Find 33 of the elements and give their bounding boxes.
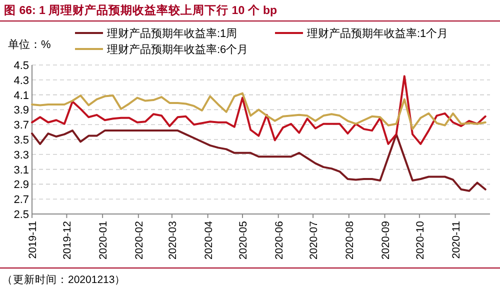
y-tick-label: 2.9 <box>14 179 29 192</box>
legend-label: 理财产品预期年收益率:1个月 <box>307 27 448 40</box>
x-tick-label: 2019-11 <box>27 220 39 259</box>
line-series <box>31 92 486 130</box>
x-tick-label: 2020-04 <box>202 220 215 260</box>
y-tick-label: 3.1 <box>14 164 29 176</box>
x-tick-label: 2020-06 <box>273 220 286 260</box>
legend-label: 理财产品预期年收益率:6个月 <box>107 43 248 56</box>
x-tick-label: 2020-10 <box>414 220 426 260</box>
y-tick-label: 2.7 <box>14 194 29 206</box>
x-tick-label: 2020-11 <box>450 220 462 259</box>
y-tick-label: 3.7 <box>14 120 29 132</box>
x-tick-label: 2020-07 <box>308 220 320 260</box>
x-tick-label: 2020-03 <box>166 220 179 260</box>
y-tick-label: 4.1 <box>14 90 29 102</box>
y-tick-label: 4.5 <box>14 60 29 72</box>
text: （更新时间：20201213） <box>2 273 126 286</box>
y-tick-label: 3.5 <box>14 134 29 146</box>
x-tick-label: 2020-02 <box>133 220 146 260</box>
y-tick-label: 3.9 <box>14 104 29 117</box>
line-series <box>31 75 486 145</box>
x-tick-label: 2019-12 <box>62 220 74 260</box>
x-tick-label: 2020-05 <box>237 220 250 260</box>
text: 单位：% <box>8 38 51 51</box>
y-tick-label: 2.5 <box>14 209 29 221</box>
x-tick-label: 2020-09 <box>380 220 392 260</box>
y-tick-label: 4.3 <box>14 74 29 87</box>
x-tick-label: 2020-08 <box>344 220 356 260</box>
legend-label: 理财产品预期年收益率:1周 <box>107 27 238 40</box>
x-tick-label: 2020-01 <box>98 220 110 260</box>
y-tick-label: 3.3 <box>14 149 29 162</box>
line-series <box>31 130 486 192</box>
chart-title: 图 66: 1 周理财产品预期收益率较上周下行 10 个 bp <box>4 3 278 17</box>
